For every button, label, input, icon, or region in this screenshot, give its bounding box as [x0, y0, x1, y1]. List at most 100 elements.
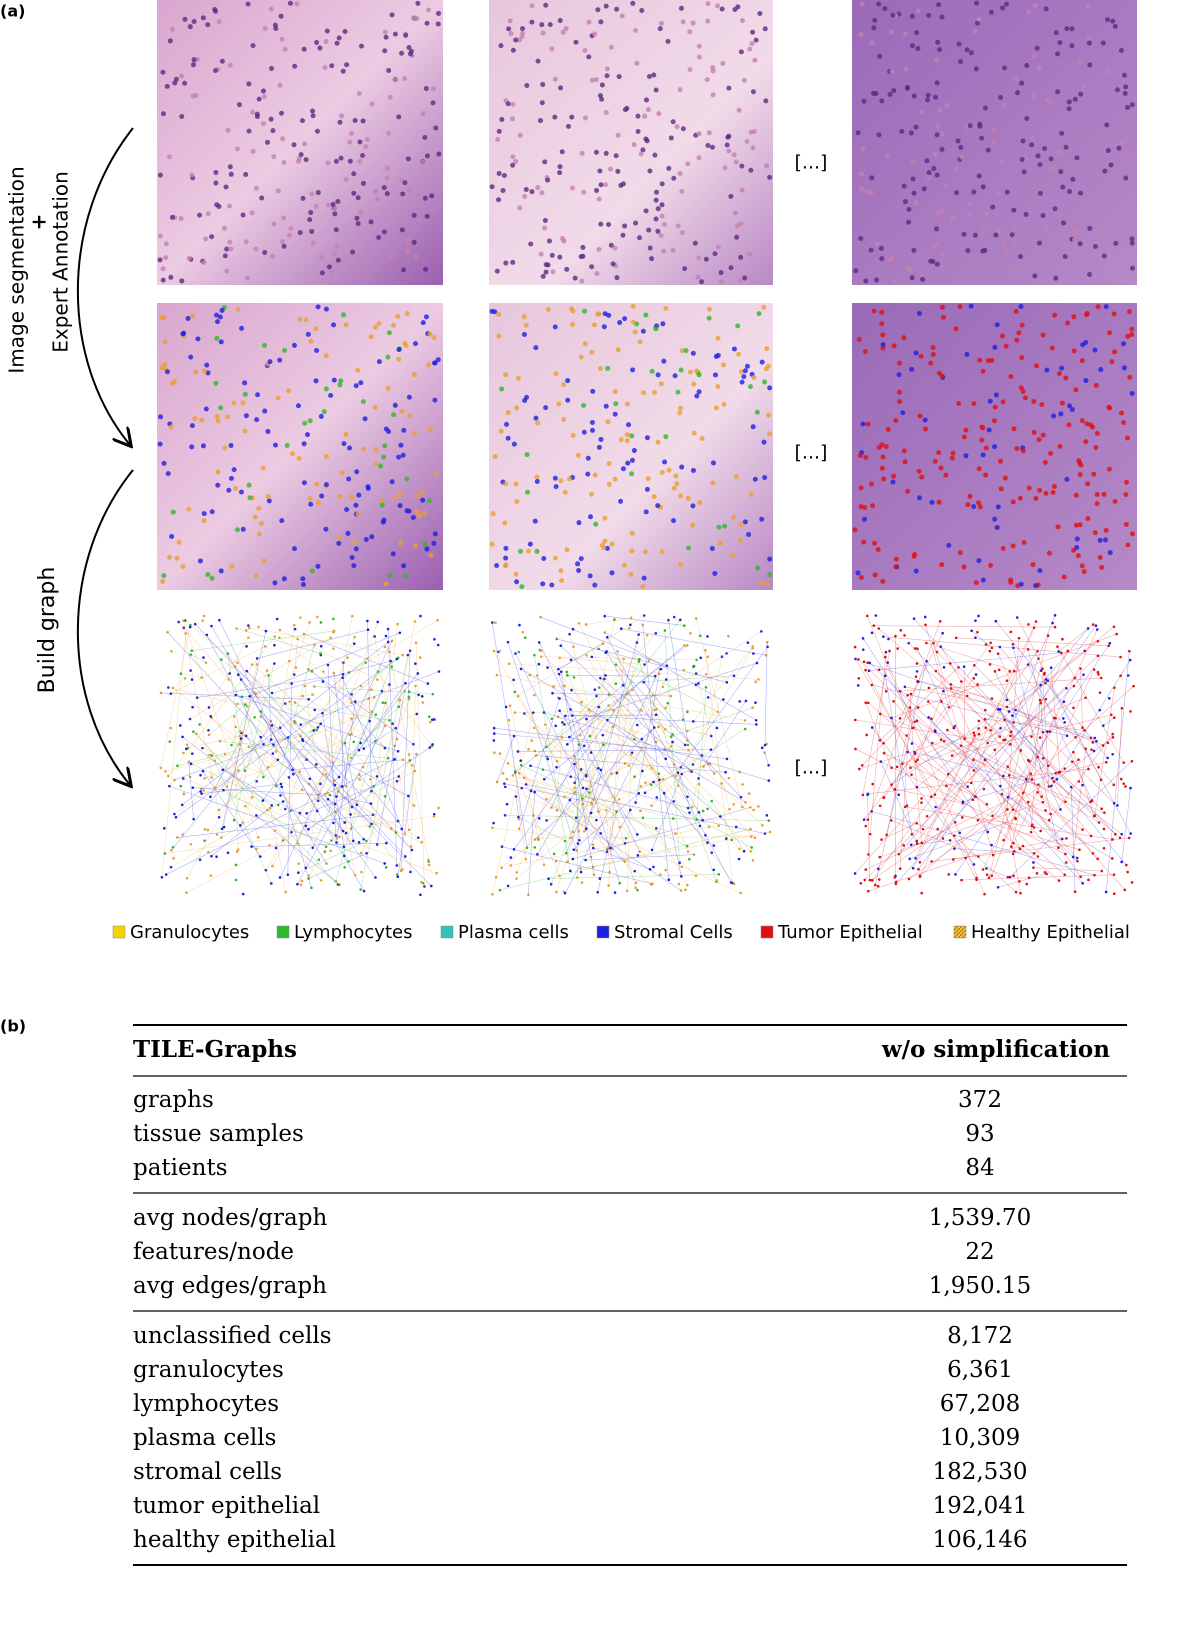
edge — [643, 682, 715, 774]
cell — [732, 6, 738, 12]
cell — [332, 671, 336, 675]
edge — [871, 822, 956, 881]
cell — [381, 185, 387, 191]
cell — [753, 37, 759, 43]
cell — [1046, 634, 1050, 638]
cell — [641, 390, 647, 396]
cell — [325, 202, 331, 208]
cell — [604, 73, 610, 79]
cell — [1021, 540, 1027, 546]
cell — [966, 211, 972, 217]
cell — [549, 582, 555, 588]
cell — [917, 495, 923, 501]
cell — [915, 785, 919, 789]
cell — [1114, 832, 1117, 836]
cell — [587, 791, 591, 794]
cell — [1037, 568, 1043, 574]
cell — [334, 880, 338, 883]
cell — [341, 829, 345, 833]
cell — [545, 819, 548, 822]
cell — [710, 851, 714, 854]
cell — [608, 870, 611, 874]
cell — [966, 785, 969, 788]
cell — [226, 652, 230, 655]
cell — [406, 45, 412, 51]
cell — [543, 2, 549, 8]
edge — [276, 644, 315, 787]
cell — [895, 765, 899, 769]
cell — [550, 269, 556, 275]
edge — [514, 691, 558, 762]
cell — [1057, 443, 1063, 449]
cell — [936, 450, 942, 456]
cell — [892, 699, 895, 703]
cell — [351, 190, 357, 196]
cell — [213, 759, 216, 763]
cell — [494, 621, 497, 624]
cell — [345, 530, 351, 536]
cell — [1029, 142, 1035, 148]
edge — [211, 717, 301, 814]
edge — [617, 651, 635, 740]
edge — [400, 650, 411, 871]
cell — [936, 827, 939, 831]
cell — [376, 234, 382, 240]
cell — [942, 689, 945, 693]
edge — [651, 773, 682, 851]
cell — [169, 26, 175, 32]
edge — [525, 784, 766, 834]
edge — [501, 711, 688, 868]
cell — [686, 795, 689, 799]
cell — [1037, 657, 1040, 660]
cell — [250, 109, 256, 115]
edge — [517, 749, 712, 752]
cell — [262, 408, 268, 414]
cell — [265, 428, 271, 434]
cell — [352, 642, 356, 646]
edge — [855, 658, 936, 795]
cell — [1117, 215, 1123, 221]
cell — [180, 803, 184, 807]
cell — [262, 742, 265, 746]
edge — [314, 686, 433, 695]
cell — [576, 568, 582, 574]
cell — [679, 464, 685, 470]
cell — [397, 705, 401, 709]
cell — [998, 158, 1004, 164]
cell — [201, 769, 205, 773]
cell — [724, 837, 728, 840]
cell — [527, 748, 530, 751]
cell — [392, 31, 398, 37]
cell — [540, 30, 546, 36]
cell — [998, 486, 1004, 492]
cell — [657, 26, 663, 32]
cell — [1055, 524, 1061, 530]
cell — [260, 465, 266, 471]
cell — [267, 359, 273, 365]
side-label: Build graph — [35, 567, 60, 694]
cell — [214, 413, 220, 419]
cell — [1104, 890, 1108, 894]
cell — [615, 771, 619, 775]
cell — [670, 247, 676, 253]
cell — [589, 751, 593, 754]
cell — [933, 793, 937, 796]
cell — [977, 357, 983, 363]
cell — [609, 570, 615, 576]
cell — [354, 215, 360, 221]
cell — [430, 884, 433, 888]
cell — [761, 439, 767, 445]
cell — [256, 835, 260, 839]
cell — [552, 555, 558, 561]
cell — [510, 259, 516, 265]
cell — [573, 791, 576, 795]
cell — [323, 792, 327, 796]
cell — [1034, 45, 1040, 51]
cell — [741, 783, 744, 786]
cell — [496, 170, 502, 176]
cell — [1045, 730, 1049, 733]
cell — [565, 378, 571, 384]
cell — [1098, 691, 1102, 694]
cell — [366, 619, 369, 623]
cell — [563, 684, 567, 688]
